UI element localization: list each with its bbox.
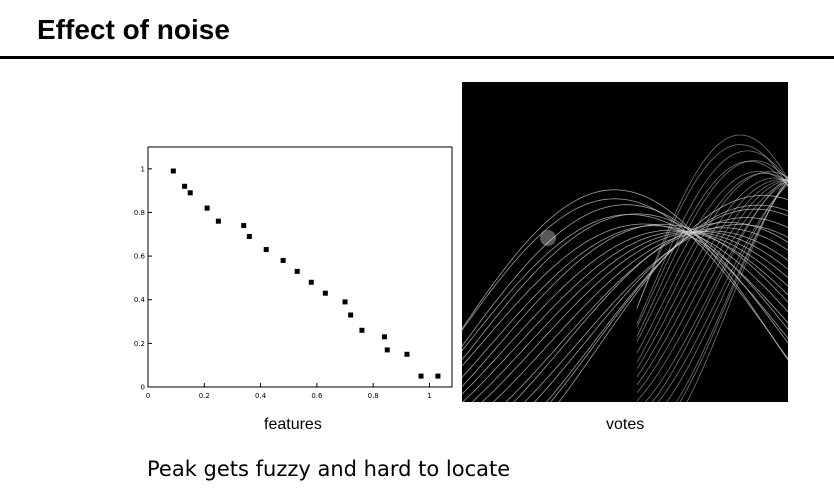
data-point: [294, 268, 300, 274]
data-point: [241, 223, 247, 229]
data-point: [342, 299, 348, 305]
data-point: [246, 233, 252, 239]
x-tick-label: 0.6: [311, 392, 323, 400]
vote-curve: [462, 204, 788, 347]
vote-curve: [462, 231, 788, 402]
votes-accumulator-image: [462, 82, 788, 402]
vote-curve: [462, 229, 788, 395]
data-point: [418, 373, 424, 379]
x-tick-label: 1: [427, 392, 431, 400]
vote-curve: [462, 225, 788, 378]
vote-curve: [636, 172, 788, 353]
vote-curve: [462, 189, 788, 361]
y-tick-label: 0: [141, 384, 145, 392]
y-tick-label: 0.8: [134, 209, 145, 217]
features-label: features: [264, 416, 322, 433]
vote-curve: [636, 144, 788, 309]
y-tick-label: 1: [141, 165, 145, 173]
data-point: [170, 168, 176, 174]
vote-curve: [513, 221, 788, 402]
y-tick-label: 0.6: [134, 253, 146, 261]
data-point: [308, 279, 314, 285]
data-point: [204, 205, 210, 211]
vote-curve: [558, 195, 788, 402]
y-tick-label: 0.4: [134, 296, 146, 304]
vote-curve: [471, 231, 788, 402]
vote-curve: [550, 204, 788, 402]
data-point: [348, 312, 354, 318]
plot-frame: [147, 146, 453, 388]
data-point: [187, 190, 193, 196]
vote-curve: [636, 171, 788, 363]
data-point: [263, 247, 269, 253]
y-tick-label: 0.2: [134, 340, 145, 348]
vote-curve: [524, 224, 788, 402]
data-point: [322, 290, 328, 296]
vote-curve: [492, 230, 788, 402]
vote-curve: [481, 231, 788, 402]
vote-curve: [534, 217, 788, 402]
data-point: [435, 373, 441, 379]
slide-title: Effect of noise: [37, 14, 230, 45]
x-tick-label: 0.4: [255, 392, 267, 400]
vote-curve: [675, 180, 788, 402]
features-scatter-plot: 0 0.2 0.4 0.6 0.8 1 0 0.2 0.4 0.6 0.8 1: [134, 146, 453, 400]
vote-curve: [546, 208, 788, 402]
title-divider: [0, 56, 834, 59]
vote-curve: [462, 198, 788, 360]
vote-curve: [666, 181, 788, 402]
data-point: [381, 334, 387, 340]
slide-caption: Peak gets fuzzy and hard to locate: [147, 457, 511, 481]
x-tick-label: 0.2: [199, 392, 210, 400]
data-point: [359, 327, 365, 333]
data-point: [404, 351, 410, 357]
votes-label: votes: [606, 416, 645, 433]
x-tick-label: 0: [146, 392, 150, 400]
vote-peak: [540, 230, 556, 246]
accumulator-background: [462, 82, 788, 402]
data-point: [280, 257, 286, 263]
vote-curve: [636, 150, 788, 325]
vote-curve: [657, 184, 788, 402]
data-point: [384, 347, 390, 353]
data-point: [215, 218, 221, 224]
vote-curve: [636, 134, 788, 309]
data-point: [182, 183, 188, 189]
x-tick-label: 0.8: [368, 392, 379, 400]
vote-curve: [462, 214, 788, 351]
vote-curve: [462, 223, 788, 387]
vote-curve: [636, 177, 788, 370]
